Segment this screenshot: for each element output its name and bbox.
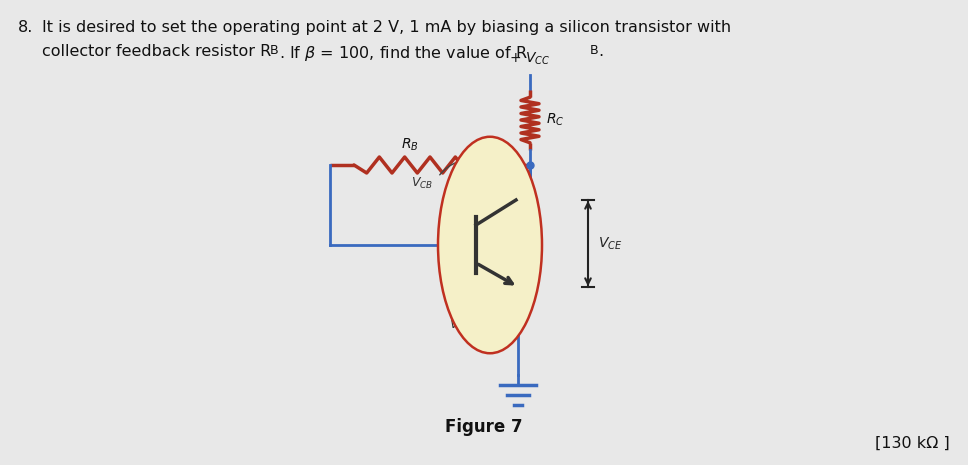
Text: B: B	[270, 44, 279, 57]
Text: 8.: 8.	[18, 20, 33, 35]
Text: $+\ V_{CC}$: $+\ V_{CC}$	[509, 51, 551, 67]
Text: $V_{BE}$: $V_{BE}$	[449, 318, 471, 332]
Text: collector feedback resistor R: collector feedback resistor R	[42, 44, 271, 59]
Text: $V_{CB}$: $V_{CB}$	[411, 175, 433, 191]
Text: $V_{CE}$: $V_{CE}$	[598, 235, 622, 252]
Text: $R_C$: $R_C$	[546, 112, 564, 128]
Ellipse shape	[438, 137, 542, 353]
Text: It is desired to set the operating point at 2 V, 1 mA by biasing a silicon trans: It is desired to set the operating point…	[42, 20, 731, 35]
Text: Figure 7: Figure 7	[445, 418, 523, 436]
Text: .: .	[598, 44, 603, 59]
Text: [130 kΩ ]: [130 kΩ ]	[875, 436, 950, 451]
Text: . If $\beta$ = 100, find the value of R: . If $\beta$ = 100, find the value of R	[279, 44, 528, 63]
Text: $R_B$: $R_B$	[401, 137, 419, 153]
Text: B: B	[590, 44, 598, 57]
